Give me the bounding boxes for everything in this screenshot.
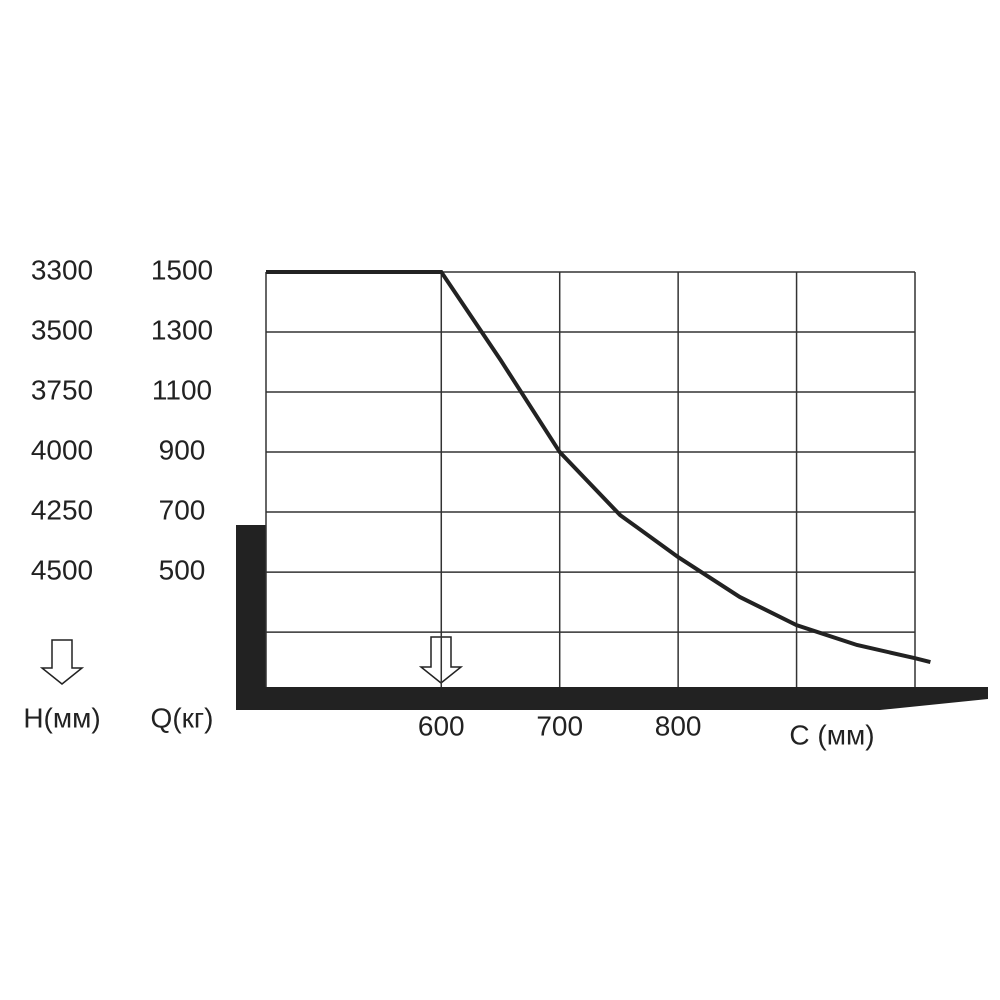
y-tick-label: 1100 [152, 374, 212, 405]
capacity-curve [266, 270, 931, 665]
x-tick-label: 800 [655, 710, 702, 741]
h-label: 3300 [31, 254, 93, 285]
h-axis-label: H(мм) [23, 702, 100, 733]
y-tick-label: 900 [159, 434, 206, 465]
x-axis-label: C (мм) [789, 719, 874, 750]
h-label: 4500 [31, 554, 93, 585]
y-tick-label: 500 [159, 554, 206, 585]
y-tick-label: 1500 [151, 254, 213, 285]
h-label: 4000 [31, 434, 93, 465]
q-axis-label: Q(кг) [151, 702, 214, 733]
down-arrow [39, 639, 85, 685]
y-tick-label: 700 [159, 494, 206, 525]
x-tick-label: 600 [418, 710, 465, 741]
y-tick-label: 1300 [151, 314, 213, 345]
fork-blade [236, 687, 988, 710]
fork-mast [236, 525, 266, 710]
h-label: 3750 [31, 374, 93, 405]
x-tick-label: 700 [536, 710, 583, 741]
h-label: 4250 [31, 494, 93, 525]
h-label: 3500 [31, 314, 93, 345]
